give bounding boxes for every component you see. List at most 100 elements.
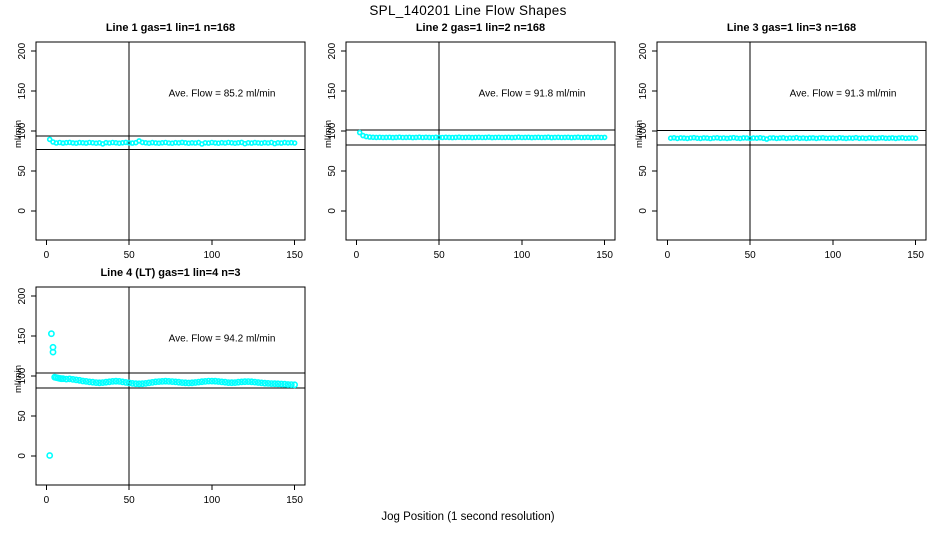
data-point	[601, 134, 608, 141]
x-tick-label: 100	[204, 250, 221, 261]
y-axis-label-line2: ml/min	[323, 120, 334, 148]
x-tick-label: 50	[434, 250, 446, 261]
x-tick-label: 100	[825, 250, 842, 261]
x-tick-label: 100	[514, 250, 531, 261]
x-tick-label: 150	[286, 495, 303, 506]
y-tick-label: 200	[17, 287, 28, 304]
data-point	[205, 377, 212, 385]
y-axis-label-line1: ml/min	[13, 120, 24, 148]
data-point	[356, 129, 363, 136]
data-point	[267, 380, 275, 387]
data-point	[105, 378, 113, 386]
data-point	[201, 377, 209, 385]
y-tick-label: 200	[638, 42, 649, 59]
y-tick-label: 0	[327, 208, 338, 214]
data-point	[254, 379, 262, 386]
data-point	[215, 378, 222, 385]
data-point	[291, 140, 298, 146]
data-point	[142, 379, 150, 387]
x-tick-label: 50	[124, 495, 136, 506]
data-point	[178, 379, 186, 386]
y-axis-label-line4: ml/min	[13, 365, 24, 393]
data-point	[162, 377, 169, 385]
subplot-title-line3: Line 3 gas=1 lin=3 n=168	[726, 22, 857, 34]
x-tick-label: 0	[44, 495, 50, 506]
data-point	[221, 378, 229, 386]
data-point	[185, 379, 193, 387]
data-point	[224, 379, 232, 386]
data-point	[274, 380, 282, 388]
y-tick-label: 150	[638, 82, 649, 99]
subplot-title-line1: Line 1 gas=1 lin=1 n=168	[105, 22, 236, 34]
data-point	[241, 378, 249, 386]
data-point	[172, 378, 179, 386]
y-tick-label: 50	[327, 165, 338, 177]
data-point	[231, 379, 239, 386]
data-point	[234, 378, 242, 386]
y-tick-label: 100	[17, 367, 28, 384]
data-point	[76, 376, 83, 384]
data-point	[218, 378, 226, 386]
data-point	[271, 380, 279, 388]
y-tick-label: 0	[638, 208, 649, 214]
ave-flow-annotation-line3: Ave. Flow = 91.3 ml/min	[789, 88, 897, 100]
data-point	[175, 378, 183, 386]
data-point	[72, 376, 80, 384]
y-tick-label: 0	[17, 208, 28, 214]
ave-flow-annotation-line2: Ave. Flow = 91.8 ml/min	[478, 88, 586, 100]
subplot-title-line4: Line 4 (LT) gas=1 lin=4 n=3	[100, 267, 241, 279]
data-point	[155, 378, 163, 385]
data-point	[281, 380, 289, 388]
data-point	[284, 381, 292, 388]
x-axis-label: Jog Position (1 second resolution)	[381, 511, 555, 523]
data-point	[79, 377, 87, 385]
data-point	[158, 377, 166, 385]
y-tick-label: 100	[17, 122, 28, 139]
data-point	[82, 377, 90, 385]
data-point	[251, 378, 259, 386]
data-point	[145, 379, 153, 387]
x-tick-label: 150	[596, 250, 613, 261]
plot-box	[656, 41, 927, 241]
ave-flow-annotation-line1: Ave. Flow = 85.2 ml/min	[168, 88, 276, 100]
data-point	[228, 379, 236, 387]
y-tick-label: 50	[638, 165, 649, 177]
x-tick-label: 50	[124, 250, 136, 261]
data-point	[69, 375, 77, 383]
data-point	[287, 381, 295, 388]
data-point	[46, 452, 54, 459]
data-point	[188, 379, 196, 387]
data-point	[49, 348, 57, 356]
data-point	[195, 378, 202, 386]
x-tick-label: 0	[44, 250, 50, 261]
data-point	[59, 375, 67, 383]
ave-flow-annotation-line4: Ave. Flow = 94.2 ml/min	[168, 333, 276, 345]
data-point	[165, 377, 173, 385]
x-tick-label: 50	[745, 250, 757, 261]
data-point	[277, 380, 285, 388]
data-point	[238, 378, 245, 386]
y-tick-label: 100	[327, 122, 338, 139]
y-tick-label: 200	[327, 42, 338, 59]
data-point	[261, 379, 269, 387]
data-point	[89, 378, 97, 386]
y-tick-label: 0	[17, 453, 28, 459]
data-point	[122, 378, 130, 386]
data-point	[912, 135, 919, 141]
data-point	[62, 375, 70, 383]
data-point	[132, 380, 140, 388]
data-point	[102, 378, 110, 386]
plot-box	[35, 286, 306, 486]
data-point	[181, 379, 189, 387]
data-point	[264, 379, 272, 387]
plot-box	[345, 41, 616, 241]
x-tick-label: 150	[907, 250, 924, 261]
data-point	[86, 378, 93, 386]
y-tick-label: 200	[17, 42, 28, 59]
data-point	[248, 378, 255, 386]
data-point	[48, 330, 55, 338]
y-tick-label: 150	[17, 327, 28, 344]
data-point	[125, 379, 133, 387]
subplot-title-line2: Line 2 gas=1 lin=2 n=168	[415, 22, 546, 34]
